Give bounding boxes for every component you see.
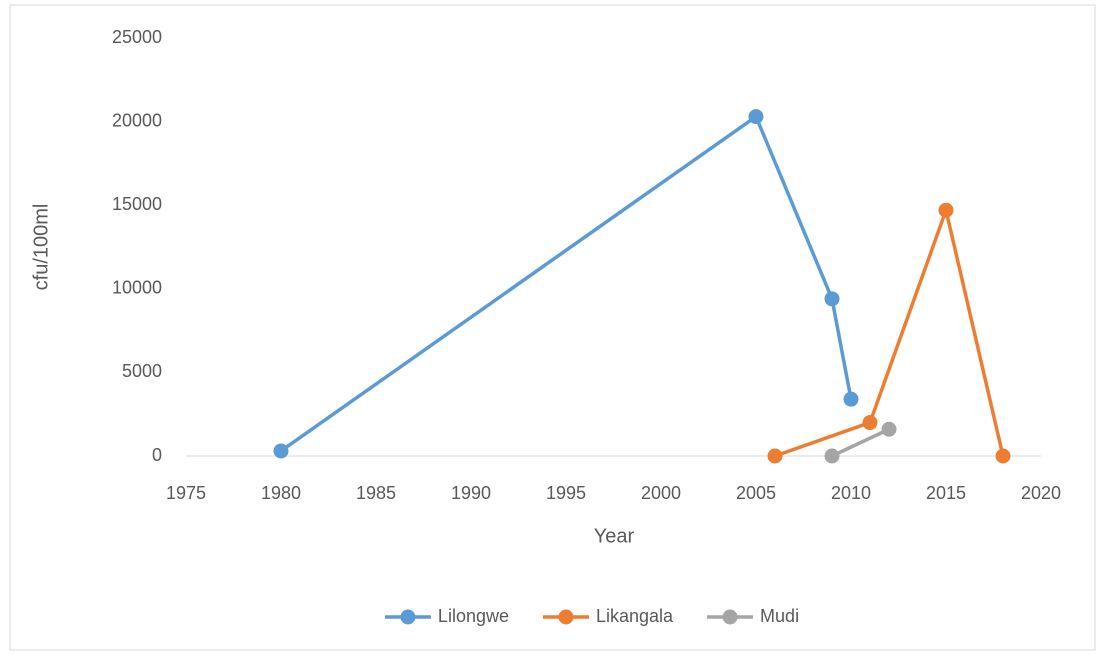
x-tick-label: 2005 — [736, 483, 776, 503]
x-tick-label: 1980 — [261, 483, 301, 503]
y-tick-label: 20000 — [112, 110, 162, 130]
legend-item: Mudi — [707, 606, 799, 626]
x-tick-label: 2010 — [831, 483, 871, 503]
y-axis-title: cfu/100ml — [30, 204, 52, 291]
x-tick-label: 2020 — [1021, 483, 1061, 503]
legend-marker — [558, 609, 574, 625]
series-line — [774, 208, 1005, 458]
data-point — [862, 415, 878, 431]
legend-marker — [722, 609, 738, 625]
x-tick-label: 1995 — [546, 483, 586, 503]
y-tick-label: 5000 — [122, 361, 162, 381]
x-tick-label: 1975 — [166, 483, 206, 503]
data-point — [273, 443, 289, 459]
x-tick-label: 1990 — [451, 483, 491, 503]
chart-frame — [9, 4, 1096, 651]
legend-item: Likangala — [542, 606, 674, 626]
data-point — [881, 421, 897, 437]
y-tick-label: 25000 — [112, 27, 162, 47]
legend-label: Likangala — [596, 606, 674, 626]
data-point — [843, 391, 859, 407]
legend: Lilongwe Likangala Mudi — [384, 606, 799, 626]
legend-marker — [400, 609, 416, 625]
legend-label: Mudi — [760, 606, 799, 626]
y-tick-label: 15000 — [112, 194, 162, 214]
data-point — [767, 448, 783, 464]
data-point — [824, 448, 840, 464]
y-tick-label: 10000 — [112, 278, 162, 298]
data-point — [748, 109, 764, 125]
data-point — [995, 448, 1011, 464]
y-tick-label: 0 — [152, 445, 162, 465]
series-line — [831, 427, 890, 458]
legend-label: Lilongwe — [438, 606, 509, 626]
x-axis-title: Year — [594, 525, 635, 547]
data-point — [938, 202, 954, 218]
legend-item: Lilongwe — [384, 606, 509, 626]
x-tick-label: 2000 — [641, 483, 681, 503]
x-tick-label: 2015 — [926, 483, 966, 503]
data-point — [824, 291, 840, 307]
x-tick-label: 1985 — [356, 483, 396, 503]
series-line — [279, 114, 853, 453]
